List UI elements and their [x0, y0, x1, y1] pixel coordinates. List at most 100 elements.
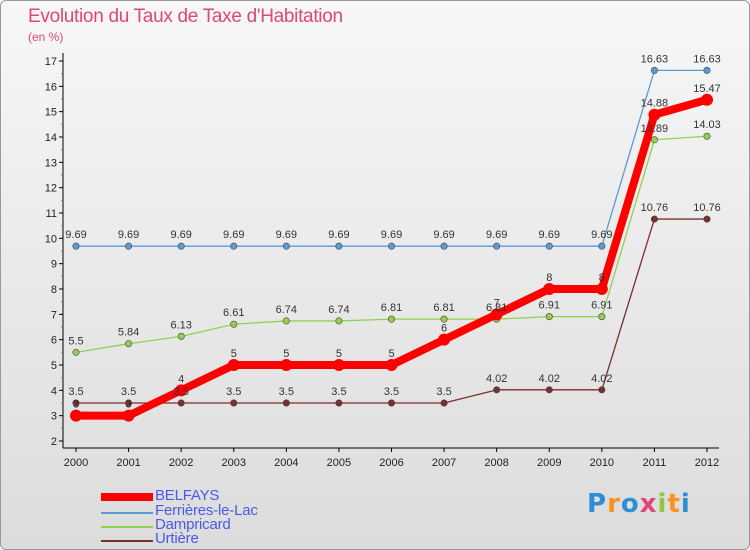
data-point	[387, 242, 395, 250]
proxiti-logo: Proxiti	[587, 489, 691, 519]
data-label: 6.74	[276, 304, 297, 316]
data-label: 3.5	[68, 386, 83, 398]
data-point	[335, 317, 343, 325]
data-point	[70, 409, 82, 422]
x-tick-label: 2004	[274, 457, 298, 469]
legend-label: BELFAYS	[155, 487, 220, 504]
x-tick-label: 2001	[116, 457, 140, 469]
data-label: 3	[126, 399, 132, 411]
data-point	[282, 317, 290, 325]
legend-swatch	[101, 540, 153, 542]
data-point	[125, 242, 133, 250]
data-point	[122, 409, 135, 422]
data-label: 6	[441, 323, 447, 335]
x-tick-label: 2009	[537, 457, 561, 469]
legend-label: Ferrières-le-Lac	[155, 502, 258, 519]
data-label: 5	[336, 348, 342, 360]
data-label: 9.69	[65, 229, 86, 241]
data-label: 5.84	[118, 327, 139, 339]
data-label: 14.03	[693, 119, 721, 131]
data-point	[440, 242, 448, 250]
x-tick-label: 2008	[484, 457, 508, 469]
y-tick-label: 4	[51, 385, 57, 397]
legend-swatch	[101, 493, 153, 501]
y-tick-label: 15	[45, 107, 57, 119]
data-label: 3.5	[226, 386, 241, 398]
data-label: 6.61	[223, 307, 244, 319]
data-label: 5	[231, 348, 237, 360]
data-point	[598, 313, 606, 321]
y-tick-label: 11	[46, 208, 57, 220]
data-point	[545, 313, 553, 321]
data-label: 9.69	[170, 229, 191, 241]
data-label: 6.13	[170, 319, 191, 331]
data-label: 10.76	[641, 202, 669, 214]
data-label: 3.5	[279, 386, 294, 398]
data-label: 9.69	[223, 229, 244, 241]
x-tick-label: 2005	[327, 457, 351, 469]
x-tick-label: 2003	[222, 457, 246, 469]
data-label: 3.5	[121, 386, 136, 398]
logo-letter: i	[680, 489, 691, 519]
data-label: 16.63	[693, 53, 721, 65]
data-point	[648, 108, 661, 121]
data-point	[703, 215, 711, 223]
data-point	[438, 333, 451, 346]
data-label: 3	[73, 399, 79, 411]
data-label: 8	[546, 272, 552, 284]
legend-swatch	[101, 526, 153, 528]
data-point	[545, 242, 553, 250]
data-point	[335, 399, 343, 407]
data-label: 3.5	[174, 386, 189, 398]
y-tick-label: 8	[51, 284, 57, 296]
data-label: 9.69	[118, 229, 139, 241]
data-label: 8	[599, 272, 605, 284]
y-tick-label: 9	[51, 259, 57, 271]
data-label: 5	[283, 348, 289, 360]
y-tick-label: 13	[45, 157, 57, 169]
data-point	[545, 386, 553, 394]
data-point	[490, 308, 503, 321]
data-label: 5	[388, 348, 394, 360]
data-point	[282, 242, 290, 250]
y-tick-label: 2	[51, 436, 57, 448]
legend-label: Urtière	[155, 530, 199, 547]
data-point	[72, 242, 80, 250]
data-label: 16.63	[641, 53, 669, 65]
y-tick-label: 5	[51, 360, 57, 372]
x-tick-label: 2010	[590, 457, 614, 469]
data-label: 3.5	[436, 386, 451, 398]
data-point	[335, 242, 343, 250]
data-point	[650, 215, 658, 223]
data-point	[703, 66, 711, 74]
y-tick-label: 3	[51, 411, 57, 423]
data-label: 9.69	[591, 229, 612, 241]
legend-label: Dampricard	[155, 516, 231, 533]
data-point	[595, 283, 608, 295]
data-label: 4	[178, 373, 184, 385]
logo-letter: t	[667, 489, 681, 519]
data-label: 9.69	[433, 229, 454, 241]
data-point	[598, 242, 606, 250]
data-point	[440, 399, 448, 407]
data-label: 9.69	[276, 229, 297, 241]
x-tick-label: 2011	[643, 457, 667, 469]
x-tick-label: 2000	[64, 457, 88, 469]
data-label: 13.89	[641, 123, 669, 135]
data-label: 6.74	[328, 304, 349, 316]
y-tick-label: 17	[45, 56, 57, 68]
data-point	[280, 359, 293, 371]
x-tick-label: 2002	[169, 457, 193, 469]
y-tick-label: 10	[45, 233, 57, 245]
data-point	[72, 348, 80, 356]
data-point	[703, 132, 711, 140]
y-tick-label: 16	[45, 81, 57, 93]
data-point	[650, 136, 658, 144]
data-point	[387, 315, 395, 323]
legend-swatch	[101, 512, 153, 514]
data-point	[701, 93, 713, 106]
data-point	[230, 242, 238, 250]
data-point	[230, 399, 238, 407]
data-label: 4.02	[591, 373, 612, 385]
y-tick-label: 7	[51, 309, 57, 321]
